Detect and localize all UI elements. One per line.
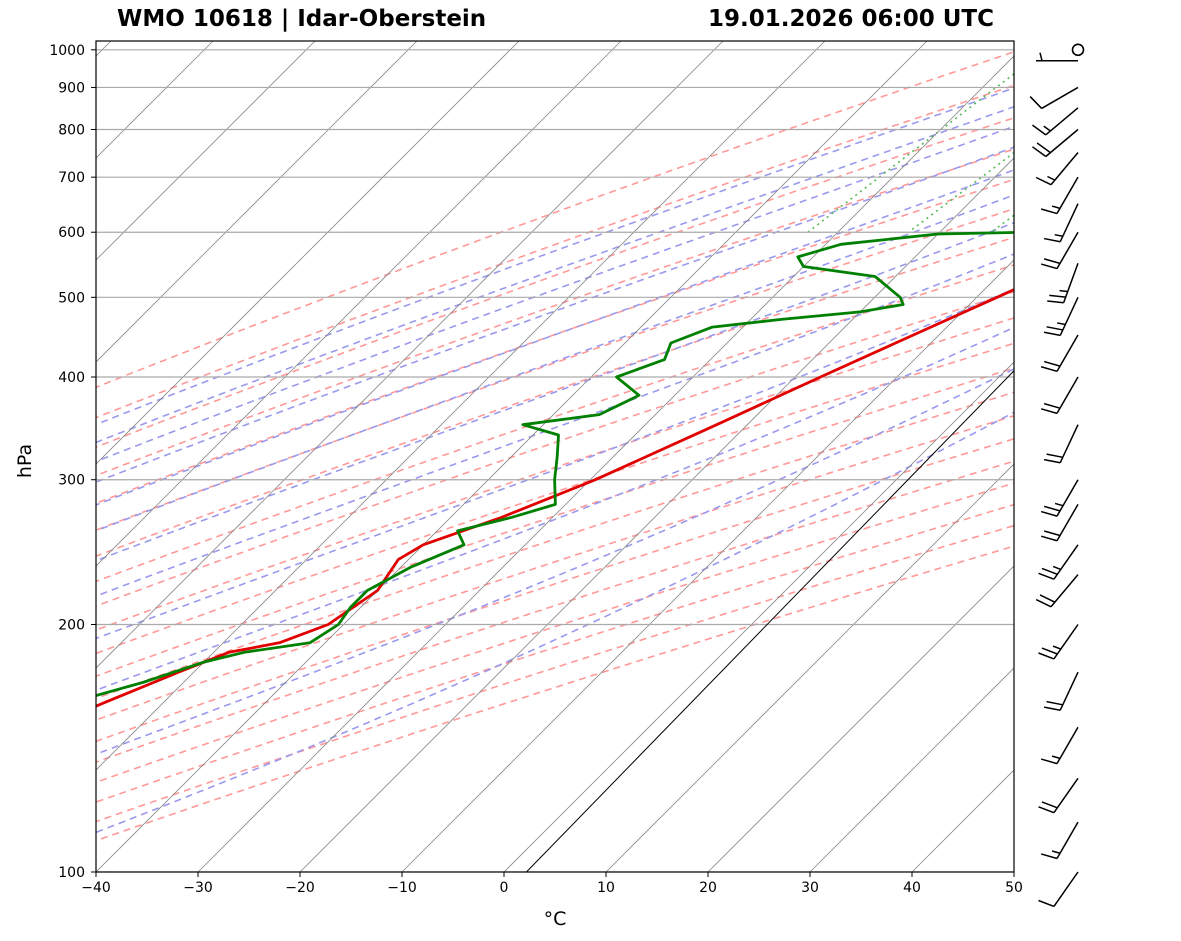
chart-title-station: WMO 10618 | Idar-Oberstein bbox=[117, 6, 487, 32]
dry-adiabat bbox=[96, 290, 1014, 607]
wind-barb bbox=[1047, 263, 1079, 304]
isotherm bbox=[96, 41, 520, 465]
dry-adiabat bbox=[96, 460, 1014, 763]
dry-adiabat bbox=[96, 117, 1014, 449]
dry-adiabat bbox=[96, 51, 1014, 389]
isotherm bbox=[96, 41, 622, 567]
y-tick-label: 400 bbox=[58, 370, 85, 386]
chart-title-datetime: 19.01.2026 06:00 UTC bbox=[708, 6, 994, 32]
dry-adiabat bbox=[96, 236, 1014, 557]
dry-adiabat bbox=[96, 367, 1014, 678]
moist-adiabat bbox=[96, 326, 1014, 692]
wind-barb bbox=[1040, 479, 1079, 517]
isotherm bbox=[197, 55, 1014, 872]
isotherm bbox=[96, 41, 418, 363]
dry-adiabat bbox=[96, 148, 1014, 477]
mixing-ratio-line bbox=[1175, 41, 1181, 232]
dry-adiabat bbox=[96, 437, 1014, 743]
wind-barb bbox=[1043, 671, 1079, 711]
moist-adiabat bbox=[96, 105, 1014, 444]
wind-barb bbox=[1038, 777, 1079, 814]
isotherm bbox=[503, 361, 1014, 872]
wind-barb bbox=[1040, 821, 1079, 860]
dewpoint-profile bbox=[96, 231, 1014, 697]
wind-barb bbox=[1032, 107, 1079, 136]
isotherm bbox=[96, 41, 928, 872]
temperature-profile bbox=[96, 288, 1014, 708]
wind-barb bbox=[1036, 52, 1078, 62]
wind-barb bbox=[1040, 231, 1079, 270]
y-tick-label: 1000 bbox=[49, 43, 85, 59]
isotherm bbox=[809, 667, 1014, 872]
dry-adiabat bbox=[96, 317, 1014, 631]
x-tick-label: −20 bbox=[285, 880, 315, 896]
moist-adiabat bbox=[96, 194, 1014, 532]
mixing-ratio-line bbox=[1110, 41, 1181, 232]
moist-adiabat bbox=[96, 87, 1014, 426]
dry-adiabat bbox=[96, 503, 1014, 803]
x-tick-label: 20 bbox=[699, 880, 717, 896]
wind-barb bbox=[1038, 624, 1079, 660]
isotherm bbox=[96, 41, 316, 261]
moist-adiabat bbox=[96, 221, 1014, 562]
x-axis-label: °C bbox=[544, 908, 567, 930]
plot-frame bbox=[95, 40, 1015, 873]
dry-adiabat bbox=[96, 545, 1014, 842]
x-tick-label: 0 bbox=[500, 880, 509, 896]
mixing-ratio-line bbox=[908, 151, 1014, 233]
x-tick-label: −40 bbox=[81, 880, 111, 896]
y-tick-label: 300 bbox=[58, 473, 85, 489]
wind-barb bbox=[1040, 726, 1079, 765]
x-tick-label: −30 bbox=[183, 880, 213, 896]
y-axis-label: hPa bbox=[14, 444, 36, 478]
y-tick-label: 200 bbox=[58, 617, 85, 633]
isotherm bbox=[96, 41, 724, 669]
x-tick-label: 30 bbox=[801, 880, 819, 896]
moist-adiabat bbox=[96, 146, 1014, 483]
moist-adiabat bbox=[96, 253, 1014, 597]
y-tick-label: 900 bbox=[58, 80, 85, 96]
isotherm bbox=[707, 565, 1014, 872]
y-tick-label: 100 bbox=[58, 865, 85, 881]
wind-barb bbox=[1032, 128, 1079, 158]
x-tick-label: 10 bbox=[597, 880, 615, 896]
wind-barb bbox=[1043, 424, 1079, 464]
mixing-ratio-line bbox=[990, 214, 1014, 233]
x-tick-label: 40 bbox=[903, 880, 921, 896]
isotherm bbox=[0, 41, 9, 872]
wind-barb bbox=[1040, 376, 1079, 415]
dry-adiabat bbox=[96, 84, 1014, 419]
isotherm bbox=[1013, 871, 1014, 872]
y-tick-label: 800 bbox=[58, 122, 85, 138]
wind-barb bbox=[1038, 871, 1079, 908]
wind-barb bbox=[1043, 203, 1079, 243]
parcel-path bbox=[526, 370, 1014, 872]
y-tick-label: 700 bbox=[58, 170, 85, 186]
isotherm bbox=[299, 157, 1014, 872]
plot-background bbox=[96, 41, 1014, 872]
dry-adiabat bbox=[96, 391, 1014, 700]
isotherm bbox=[605, 463, 1014, 872]
wind-barb bbox=[1035, 152, 1079, 186]
wind-barb bbox=[1035, 574, 1079, 608]
x-tick-label: −10 bbox=[387, 880, 417, 896]
wind-barb bbox=[1040, 334, 1079, 373]
isotherm bbox=[96, 41, 826, 771]
moist-adiabat bbox=[96, 368, 1014, 755]
x-tick-label: 50 bbox=[1005, 880, 1023, 896]
wind-barb bbox=[1040, 503, 1079, 542]
wind-barb bbox=[1043, 297, 1079, 337]
isotherm bbox=[401, 259, 1014, 872]
y-tick-label: 600 bbox=[58, 225, 85, 241]
y-tick-label: 500 bbox=[58, 290, 85, 306]
wind-barb bbox=[1071, 43, 1085, 57]
wind-barb bbox=[1040, 176, 1079, 215]
wind-barb bbox=[1029, 86, 1079, 110]
wind-barb bbox=[1038, 544, 1079, 580]
